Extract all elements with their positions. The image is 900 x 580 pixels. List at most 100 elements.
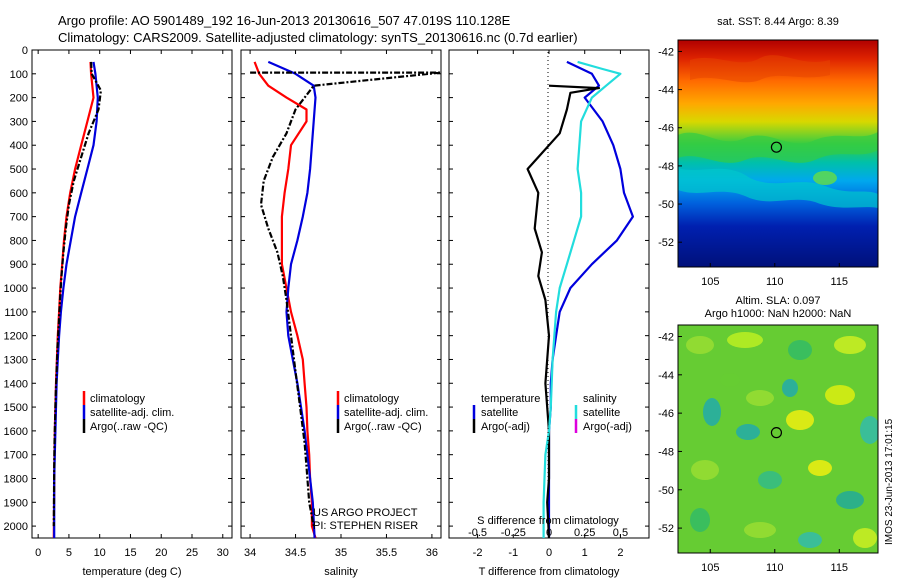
series-line-argo-raw-qc- [250, 71, 441, 527]
legend-label-climatology: climatology [90, 393, 146, 405]
lat-tick-label: -50 [658, 485, 674, 497]
legend-label-satellite: satellite-adj. clim. [344, 407, 428, 419]
x-tick-label: -1 [508, 547, 518, 559]
depth-tick-label: 1200 [4, 331, 28, 343]
sst-map-axes: 105 110 115 -42 -44 -46 -48 -50 -52 [658, 46, 848, 288]
lat-tick-label: -48 [658, 161, 674, 173]
sla-map-axes: 105 110 115 -42 -44 -46 -48 -50 -52 [658, 331, 848, 574]
lat-tick-label: -48 [658, 446, 674, 458]
difference-xlabel-top: S difference from climatology [477, 515, 619, 527]
sla-argo-marker [770, 427, 783, 439]
lat-tick-label: -50 [658, 199, 674, 211]
depth-tick-label: 600 [10, 188, 28, 200]
legend-heading-salinity: salinity [583, 393, 617, 405]
x-tick-label: 35 [335, 547, 347, 559]
sst-eddy [813, 171, 837, 185]
lon-tick-label: 105 [701, 276, 719, 288]
x-tick-label: 2 [617, 547, 623, 559]
x-tick-label: 34.5 [285, 547, 306, 559]
sst-map-title: sat. SST: 8.44 Argo: 8.39 [717, 16, 839, 28]
sla-anomaly-blob [853, 528, 877, 548]
series-line-satellite-adj-clim- [267, 60, 317, 538]
difference-xlabel: T difference from climatology [479, 566, 620, 578]
series-line-t-argo-adj- [526, 84, 601, 538]
sla-anomaly-blob [788, 340, 812, 360]
sst-front-cyan [678, 168, 878, 208]
sla-anomaly-blob [782, 379, 798, 397]
difference-legend: temperature satellite Argo(-adj) salinit… [472, 393, 632, 433]
depth-tick-label: 1700 [4, 450, 28, 462]
legend-label-s-argo: Argo(-adj) [583, 421, 632, 433]
lat-tick-label: -52 [658, 237, 674, 249]
sla-map [678, 325, 878, 553]
depth-tick-label: 100 [10, 69, 28, 81]
sla-map-title: Altim. SLA: 0.097 [736, 295, 821, 307]
depth-tick-label: 400 [10, 140, 28, 152]
depth-tick-label: 800 [10, 235, 28, 247]
sla-anomaly-blob [720, 373, 740, 387]
sla-anomaly-blob [703, 398, 721, 426]
sla-anomaly-blob [727, 332, 763, 348]
sla-anomaly-blob [736, 424, 760, 440]
temperature-axes: 0100200300400500600700800900100011001200… [4, 45, 232, 559]
lon-tick-label: 115 [831, 562, 849, 574]
sst-warm-patch [690, 55, 830, 83]
legend-label-satellite: satellite-adj. clim. [90, 407, 174, 419]
sst-map [678, 40, 878, 267]
lat-tick-label: -42 [658, 46, 674, 58]
depth-tick-label: 1900 [4, 497, 28, 509]
temperature-series [52, 61, 103, 538]
lat-tick-label: -44 [658, 85, 674, 97]
lon-tick-label: 110 [766, 562, 784, 574]
temperature-xlabel: temperature (deg C) [82, 566, 181, 578]
figure-title-line2: Climatology: CARS2009. Satellite-adjuste… [58, 30, 578, 45]
depth-tick-label: 1300 [4, 354, 28, 366]
salinity-series [250, 60, 441, 538]
sla-anomaly-blob [691, 460, 719, 480]
x-tick-label: 36 [426, 547, 438, 559]
temperature-legend: climatology satellite-adj. clim. Argo(..… [82, 391, 174, 433]
sla-anomaly-blob [808, 460, 832, 476]
sla-anomaly-blobs [686, 332, 878, 548]
sst-argo-marker [770, 141, 783, 153]
x-tick-label: 5 [66, 547, 72, 559]
x-tick-label: 20 [155, 547, 167, 559]
legend-label-argo: Argo(..raw -QC) [344, 421, 422, 433]
salinity-xlabel: salinity [324, 566, 358, 578]
x-tick-label: 34 [244, 547, 256, 559]
lat-tick-label: -52 [658, 523, 674, 535]
legend-heading-temperature: temperature [481, 393, 540, 405]
depth-tick-label: 2000 [4, 521, 28, 533]
lat-tick-label: -46 [658, 123, 674, 135]
lat-tick-label: -44 [658, 370, 674, 382]
depth-tick-label: 700 [10, 212, 28, 224]
series-line-s-satellite [542, 60, 622, 538]
s-diff-tick-label: -0.5 [468, 527, 487, 539]
depth-tick-label: 200 [10, 93, 28, 105]
lon-tick-label: 115 [831, 276, 849, 288]
x-tick-label: 25 [186, 547, 198, 559]
legend-label-climatology: climatology [344, 393, 400, 405]
lat-tick-label: -42 [658, 331, 674, 343]
s-diff-tick-label: 0.25 [574, 527, 595, 539]
x-tick-label: 35.5 [376, 547, 397, 559]
sla-side-label: IMOS 23-Jun-2013 17:01:15 [884, 418, 895, 545]
x-tick-label: 10 [94, 547, 106, 559]
depth-tick-label: 0 [22, 45, 28, 57]
figure-title-line1: Argo profile: AO 5901489_192 16-Jun-2013… [58, 13, 511, 28]
sla-anomaly-blob [836, 491, 864, 509]
depth-tick-label: 300 [10, 116, 28, 128]
salinity-plot-frame [240, 49, 442, 539]
sla-anomaly-blob [786, 410, 814, 430]
sla-anomaly-blob [825, 385, 855, 405]
series-line-argo-raw-qc- [52, 61, 103, 527]
sst-map-frame [677, 39, 879, 268]
sla-anomaly-blob [686, 336, 714, 354]
pi-annotation: PI: STEPHEN RISER [313, 520, 418, 532]
depth-tick-label: 900 [10, 259, 28, 271]
project-annotation: US ARGO PROJECT [313, 507, 418, 519]
sla-anomaly-blob [798, 532, 822, 548]
temperature-plot-frame [31, 49, 233, 539]
depth-tick-label: 1000 [4, 283, 28, 295]
